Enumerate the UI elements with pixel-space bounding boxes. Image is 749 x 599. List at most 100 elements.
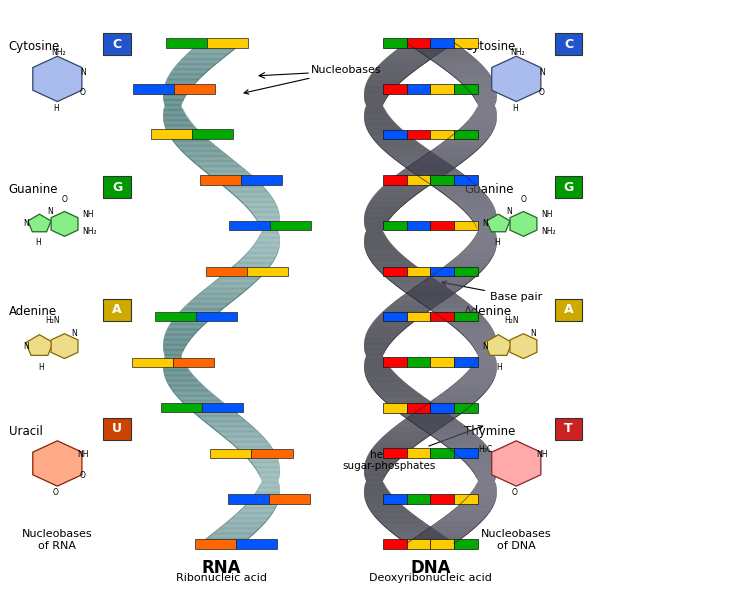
Polygon shape	[405, 417, 407, 419]
Polygon shape	[435, 180, 436, 181]
Polygon shape	[459, 422, 460, 423]
Polygon shape	[235, 47, 236, 49]
Polygon shape	[456, 419, 457, 420]
Polygon shape	[395, 410, 396, 411]
Polygon shape	[369, 452, 407, 453]
Polygon shape	[431, 310, 432, 311]
Text: H: H	[53, 104, 59, 113]
Polygon shape	[169, 326, 203, 328]
Polygon shape	[446, 423, 447, 424]
Polygon shape	[425, 155, 471, 156]
Polygon shape	[418, 67, 419, 69]
Polygon shape	[451, 512, 490, 513]
Polygon shape	[452, 259, 453, 261]
Text: N: N	[23, 219, 29, 228]
Polygon shape	[454, 311, 478, 321]
Polygon shape	[407, 418, 408, 420]
Polygon shape	[409, 291, 410, 292]
Polygon shape	[407, 416, 408, 418]
Polygon shape	[423, 304, 424, 305]
Polygon shape	[449, 323, 488, 324]
Polygon shape	[461, 537, 462, 539]
Polygon shape	[196, 44, 198, 47]
Polygon shape	[430, 527, 476, 528]
FancyBboxPatch shape	[555, 176, 582, 198]
Polygon shape	[402, 171, 451, 172]
Polygon shape	[219, 432, 220, 434]
Polygon shape	[440, 441, 441, 443]
Polygon shape	[200, 382, 201, 384]
Polygon shape	[210, 175, 211, 177]
Polygon shape	[464, 337, 496, 338]
Text: N: N	[80, 68, 85, 77]
Polygon shape	[404, 541, 405, 543]
Polygon shape	[207, 69, 208, 71]
Polygon shape	[187, 53, 188, 55]
Polygon shape	[428, 435, 429, 437]
Polygon shape	[231, 50, 232, 52]
Polygon shape	[458, 380, 494, 381]
Polygon shape	[407, 542, 408, 543]
Polygon shape	[261, 234, 279, 235]
Polygon shape	[365, 101, 385, 102]
Polygon shape	[163, 115, 186, 116]
Polygon shape	[240, 200, 241, 202]
Polygon shape	[438, 428, 439, 430]
Polygon shape	[231, 518, 269, 519]
Polygon shape	[405, 542, 406, 543]
Polygon shape	[455, 328, 492, 329]
Polygon shape	[421, 53, 469, 54]
Polygon shape	[367, 82, 401, 83]
Polygon shape	[437, 189, 438, 190]
Polygon shape	[373, 390, 414, 391]
Polygon shape	[407, 539, 431, 549]
Polygon shape	[466, 87, 496, 88]
Polygon shape	[395, 410, 443, 411]
Text: N: N	[530, 329, 536, 338]
Polygon shape	[182, 58, 183, 60]
Polygon shape	[188, 407, 189, 409]
Polygon shape	[471, 530, 472, 531]
Polygon shape	[192, 299, 193, 301]
Polygon shape	[437, 189, 481, 190]
Polygon shape	[469, 304, 470, 305]
Polygon shape	[364, 237, 386, 238]
Polygon shape	[225, 437, 226, 440]
Text: N: N	[482, 219, 488, 228]
Polygon shape	[458, 80, 494, 81]
Polygon shape	[210, 427, 253, 428]
Polygon shape	[366, 105, 383, 106]
Polygon shape	[464, 285, 465, 286]
Polygon shape	[453, 76, 491, 77]
Polygon shape	[418, 301, 466, 302]
Polygon shape	[260, 485, 279, 486]
Polygon shape	[447, 322, 488, 323]
Polygon shape	[181, 60, 220, 62]
Polygon shape	[428, 403, 475, 404]
Polygon shape	[391, 281, 392, 283]
Polygon shape	[171, 388, 207, 389]
Polygon shape	[377, 67, 420, 68]
Polygon shape	[204, 540, 247, 541]
Polygon shape	[406, 292, 407, 294]
Polygon shape	[455, 509, 492, 510]
Polygon shape	[242, 258, 276, 259]
Polygon shape	[217, 530, 258, 531]
Polygon shape	[227, 304, 228, 305]
Polygon shape	[216, 181, 258, 182]
Polygon shape	[412, 46, 413, 47]
Polygon shape	[406, 43, 455, 44]
Polygon shape	[428, 278, 474, 279]
Polygon shape	[407, 311, 431, 321]
Polygon shape	[366, 356, 383, 357]
Polygon shape	[436, 439, 481, 440]
Polygon shape	[180, 60, 181, 62]
Polygon shape	[390, 155, 391, 156]
Polygon shape	[426, 529, 428, 530]
Polygon shape	[469, 532, 470, 533]
Polygon shape	[180, 311, 220, 312]
Polygon shape	[251, 285, 252, 286]
Polygon shape	[258, 278, 259, 280]
Polygon shape	[364, 242, 389, 243]
Polygon shape	[428, 58, 429, 59]
